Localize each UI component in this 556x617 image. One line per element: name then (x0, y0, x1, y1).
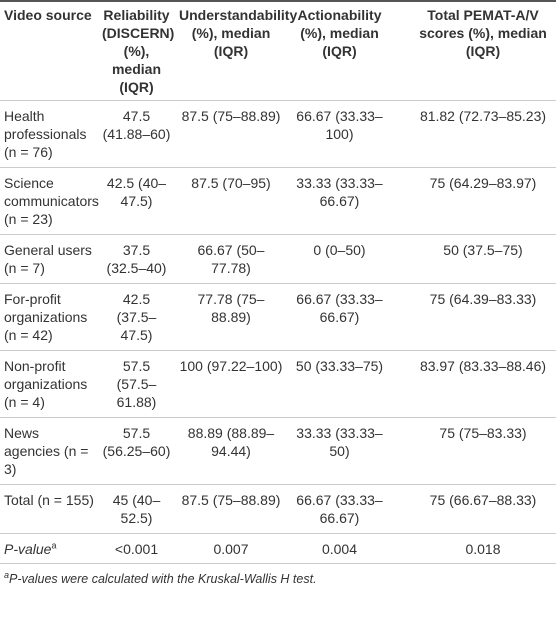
table-cell: 88.89 (88.89–94.44) (175, 417, 287, 485)
header-cell: Actionability (%), median (IQR) (297, 7, 382, 59)
table-cell: P-valuea (0, 533, 98, 564)
table-cell: 75 (66.67–88.33) (392, 484, 556, 534)
header-cell: Total PEMAT-A/V scores (%), median (IQR) (419, 7, 547, 59)
table-cell: For-profit organizations (n = 42) (0, 283, 98, 351)
table-cell: 42.5 (40–47.5) (98, 167, 175, 235)
table-row: General users (n = 7) 37.5 (32.5–40) 66.67… (0, 234, 556, 284)
table-cell: 87.5 (75–88.89) (175, 484, 287, 534)
table-cell: 0.004 (287, 533, 392, 564)
table-row: P-valuea <0.001 0.007 0.004 0.018 (0, 533, 556, 564)
table-cell: 75 (75–83.33) (392, 417, 556, 485)
cell-text: P-value (4, 541, 52, 557)
table-cell: News agencies (n = 3) (0, 417, 98, 485)
cell-superscript: a (51, 540, 57, 551)
table-cell: 47.5 (41.88–60) (98, 100, 175, 168)
header-cell: Video source (4, 7, 92, 23)
table-cell: 50 (33.33–75) (287, 350, 392, 418)
footnote: aP-values were calculated with the Krusk… (0, 564, 556, 586)
table-cell: 45 (40–52.5) (98, 484, 175, 534)
table-cell: 0 (0–50) (287, 234, 392, 284)
data-table: Video source Reliability (DISCERN) (%), m… (0, 0, 556, 564)
table-cell: Total (n = 155) (0, 484, 98, 534)
table-row: For-profit organizations (n = 42) 42.5 (3… (0, 283, 556, 351)
table-cell: 0.007 (175, 533, 287, 564)
footnote-text: P-values were calculated with the Kruska… (9, 572, 317, 586)
table-cell: Non-profit organizations (n = 4) (0, 350, 98, 418)
table-cell: 100 (97.22–100) (175, 350, 287, 418)
table-cell: 33.33 (33.33–66.67) (287, 167, 392, 235)
table-row: Science communicators (n = 23) 42.5 (40–4… (0, 167, 556, 235)
table-cell: 75 (64.39–83.33) (392, 283, 556, 351)
table-cell: <0.001 (98, 533, 175, 564)
table-cell: 87.5 (70–95) (175, 167, 287, 235)
table-cell: 66.67 (33.33–66.67) (287, 484, 392, 534)
table-cell: 33.33 (33.33–50) (287, 417, 392, 485)
table-body: Health professionals (n = 76) 47.5 (41.88… (0, 100, 556, 564)
table-cell: 87.5 (75–88.89) (175, 100, 287, 168)
table-cell: 66.67 (50–77.78) (175, 234, 287, 284)
footnote-marker: a (4, 569, 10, 580)
table-cell: General users (n = 7) (0, 234, 98, 284)
table-cell: 37.5 (32.5–40) (98, 234, 175, 284)
table-cell: 50 (37.5–75) (392, 234, 556, 284)
header-cell: Understandability (%), median (IQR) (179, 7, 298, 59)
table-cell: 77.78 (75–88.89) (175, 283, 287, 351)
table-header: Video source Reliability (DISCERN) (%), m… (0, 1, 556, 101)
table-cell: Health professionals (n = 76) (0, 100, 98, 168)
table-row: Non-profit organizations (n = 4) 57.5 (57… (0, 350, 556, 418)
table-cell: 57.5 (57.5–61.88) (98, 350, 175, 418)
table-cell: 66.67 (33.33–66.67) (287, 283, 392, 351)
table-cell: 0.018 (392, 533, 556, 564)
table-cell: Science communicators (n = 23) (0, 167, 99, 235)
table-row: Total (n = 155) 45 (40–52.5) 87.5 (75–88.8… (0, 484, 556, 534)
table-cell: 57.5 (56.25–60) (98, 417, 175, 485)
table-cell: 66.67 (33.33–100) (287, 100, 392, 168)
table-cell: 81.82 (72.73–85.23) (392, 100, 556, 168)
table-cell: 75 (64.29–83.97) (392, 167, 556, 235)
header-cell: Reliability (DISCERN) (%), median (IQR) (102, 7, 175, 95)
table-row: News agencies (n = 3) 57.5 (56.25–60) 88.8… (0, 417, 556, 485)
table-cell: 83.97 (83.33–88.46) (392, 350, 556, 418)
table-row: Health professionals (n = 76) 47.5 (41.88… (0, 100, 556, 168)
header-row: Video source Reliability (DISCERN) (%), m… (0, 1, 556, 101)
table-cell: 42.5 (37.5–47.5) (98, 283, 175, 351)
